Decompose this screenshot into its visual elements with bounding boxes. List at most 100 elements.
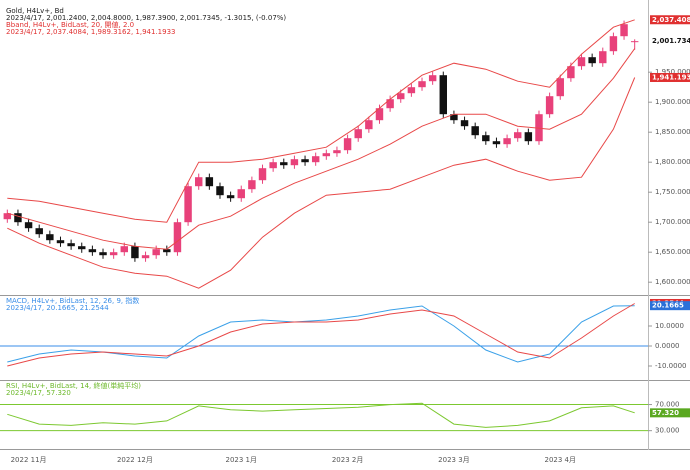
x-tick-label: 2022 11月 [11,456,47,464]
price-label-box [650,36,690,46]
candle-body [439,75,448,115]
candle-body [35,228,43,235]
candle-body [14,213,22,223]
y-tick-label: 30.000 [655,427,680,435]
x-tick-label: 2023 2月 [332,456,364,464]
bollinger-middle [7,48,636,250]
y-tick-label: 1,650.0000 [655,248,690,256]
indicator-line [7,303,635,367]
y-tick-label: 0.0000 [655,342,680,350]
candle-body [226,195,235,199]
price-label: 1,941.1933 [652,73,690,81]
y-tick-label: 1,700.0000 [655,218,690,226]
candle-body [99,252,107,256]
candle-body [503,138,511,145]
candle-body [301,159,309,163]
candle-body [386,99,394,109]
price-label-box [650,15,690,25]
candle-body [471,126,479,136]
candle-body [205,177,214,187]
candle-body [3,213,12,220]
x-tick-label: 2023 4月 [545,456,577,464]
info-line: 2023/4/17, 20.1665, 21.2544 [6,304,109,312]
bollinger-upper [7,19,635,223]
x-tick-label: 2023 1月 [226,456,258,464]
candle-body [630,41,639,43]
y-tick-label: 1,850.0000 [655,128,690,136]
indicator-line [7,402,635,428]
candle-body [248,180,256,190]
candle-body [88,249,97,253]
candle-body [556,78,564,97]
candle-body [492,141,501,145]
candle-body [428,75,437,82]
price-label-box [650,408,690,418]
info-line: Bband, H4Lv+, BidLast, 20, 開値, 2.0 [6,20,134,29]
candle-body [513,132,522,139]
candle-body [418,81,426,88]
x-tick-label: 2023 3月 [438,456,470,464]
candle-body [163,249,171,253]
y-tick-label: -10.0000 [655,362,686,370]
candle-body [258,168,267,181]
candle-body [460,120,469,127]
price-label: 2,037.4084 [652,16,690,24]
y-tick-label: 1,950.0000 [655,68,690,76]
candle-body [567,66,575,79]
candle-body [545,96,554,115]
price-label: 20.1665 [652,302,684,310]
y-tick-label: 1,800.0000 [655,158,690,166]
candle-body [120,246,129,253]
info-line: 2023/4/17, 2,037.4084, 1,989.3162, 1,941… [6,28,175,36]
indicator-line [7,305,635,363]
candle-body [577,57,586,67]
candle-body [407,87,416,94]
candle-body [620,24,628,37]
candle-body [237,189,245,199]
y-tick-label: 1,600.0000 [655,278,690,286]
candle-body [173,222,182,253]
price-label: 57.320 [652,409,679,417]
info-line: RSI, H4Lv+, BidLast, 14, 終値(単純平均) [6,381,141,390]
candle-body [78,246,86,250]
candle-body [290,159,299,166]
candle-body [194,177,203,187]
candle-body [482,135,490,142]
y-tick-label: 70.000 [655,401,680,409]
candle-body [524,132,533,142]
candle-body [365,120,373,130]
candle-body [109,252,118,256]
candle-body [322,153,331,157]
price-label-box [650,301,690,311]
candle-body [609,36,618,52]
candle-body [397,93,405,100]
candle-body [354,129,362,139]
candle-body [450,114,458,121]
price-label-box [650,72,690,82]
candle-body [56,240,65,244]
price-label: 2,001.7345 [652,37,690,45]
candle-body [333,150,341,154]
x-tick-label: 2022 12月 [117,456,153,464]
bollinger-lower [7,77,636,289]
candle-body [152,249,160,256]
candle-body [46,234,54,241]
y-tick-label: 1,900.0000 [655,98,690,106]
candle-body [184,186,192,223]
y-tick-label: 10.0000 [655,322,684,330]
candle-body [343,138,352,151]
candle-body [588,57,596,64]
y-tick-label: 1,750.0000 [655,188,690,196]
info-line: Gold, H4Lv+, Bd [6,7,64,15]
info-line: 2023/4/17, 2,001.2400, 2,004.8000, 1,987… [6,14,286,22]
candle-body [131,246,139,259]
candle-body [280,162,288,166]
candle-body [67,243,75,247]
candle-body [141,255,150,259]
candle-body [269,162,277,169]
candle-body [216,186,224,196]
candle-body [599,51,607,64]
candle-body [24,222,33,229]
